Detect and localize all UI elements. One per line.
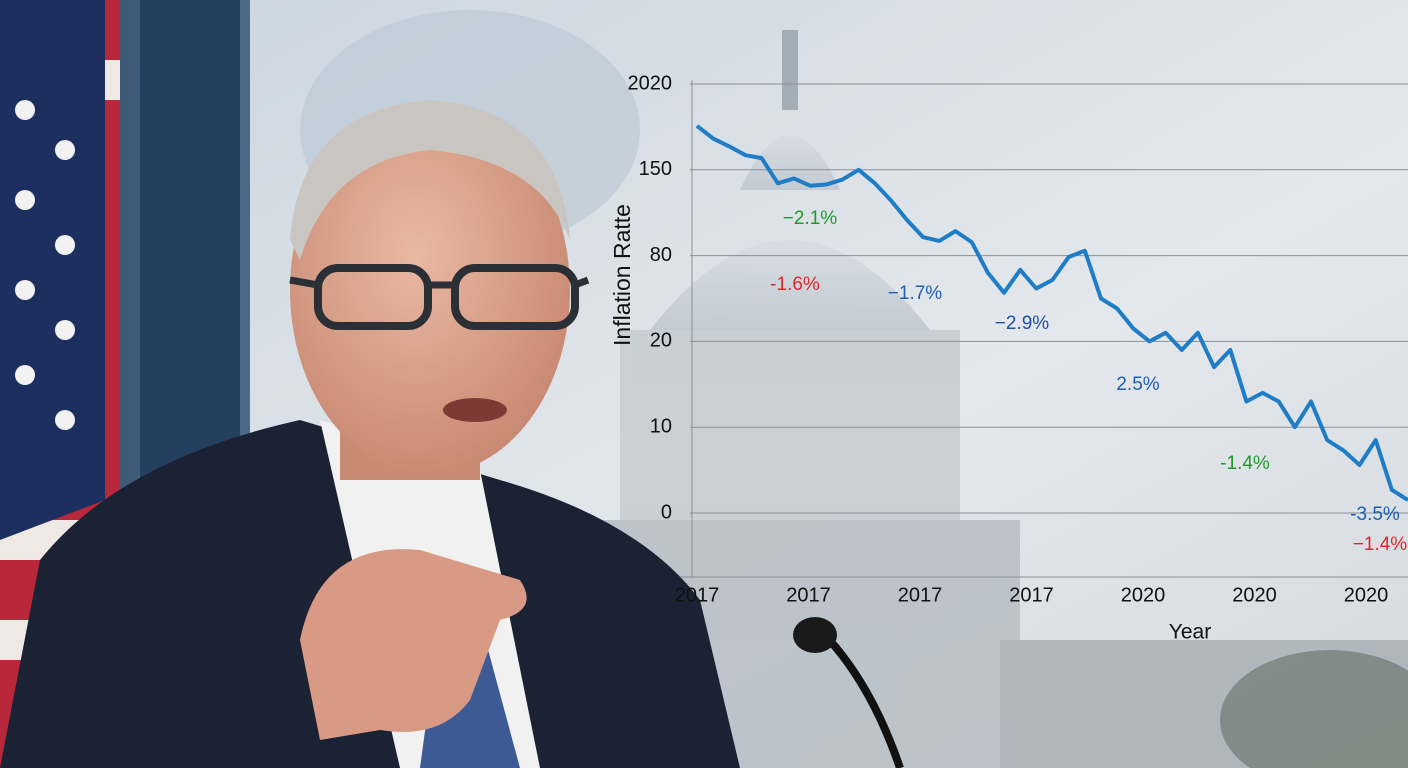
y-tick-label: 0	[661, 501, 672, 523]
annotation: −2.9%	[995, 313, 1050, 334]
y-tick-label: 150	[639, 158, 672, 180]
annotation: −1.7%	[888, 283, 943, 304]
annotation: −1.4%	[1353, 534, 1408, 555]
y-tick-label: 20	[650, 330, 672, 352]
pillar	[140, 0, 240, 520]
y-tick-label: 10	[650, 415, 672, 437]
annotation: 2.5%	[1116, 374, 1159, 395]
x-tick-label: 2017	[898, 584, 943, 606]
x-axis-label: Year	[1169, 621, 1211, 644]
x-tick-label: 2020	[1121, 584, 1166, 606]
y-axis-label: Inflation Ratte	[609, 204, 635, 346]
speaker	[0, 100, 904, 768]
annotation: -3.5%	[1350, 504, 1400, 525]
x-tick-label: 2017	[786, 584, 831, 606]
x-tick-label: 2017	[675, 584, 720, 606]
y-tick-label: 80	[650, 244, 672, 266]
capitol	[560, 30, 1408, 768]
annotation: −2.1%	[783, 208, 838, 229]
x-tick-label: 2020	[1232, 584, 1277, 606]
annotation: -1.6%	[770, 274, 820, 295]
annotation: -1.4%	[1220, 453, 1270, 474]
y-tick-label: 2020	[628, 72, 673, 94]
x-tick-label: 2017	[1009, 584, 1054, 606]
chart: 0 10 20 80 150 2020 2017 2017 2017 2017 2020 2020 20…	[628, 72, 1408, 606]
x-tick-label: 2020	[1344, 584, 1389, 606]
line-series	[695, 124, 1408, 502]
